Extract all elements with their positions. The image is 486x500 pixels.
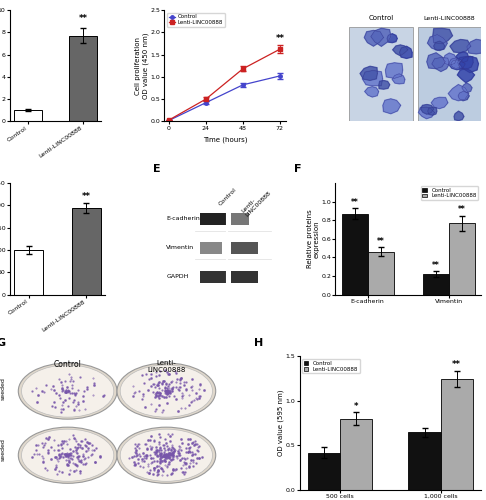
X-axis label: Time (hours): Time (hours) [203,136,247,142]
Bar [408,432,441,490]
Polygon shape [451,60,460,68]
Ellipse shape [18,427,117,484]
Polygon shape [363,70,382,86]
Bar [423,274,449,294]
FancyBboxPatch shape [231,270,258,283]
Polygon shape [458,56,473,70]
Legend: Control, Lenti-LINC00888: Control, Lenti-LINC00888 [167,13,225,27]
Bar [308,452,340,490]
Polygon shape [371,28,391,46]
Polygon shape [364,86,379,97]
Polygon shape [457,68,474,82]
Polygon shape [360,66,377,80]
Polygon shape [458,92,469,100]
Text: 1,000 cells
seeded: 1,000 cells seeded [0,438,5,472]
Polygon shape [444,53,456,65]
Text: B: B [140,0,148,1]
Ellipse shape [21,365,114,417]
Bar [418,26,481,122]
Bar [69,36,97,122]
Text: **: ** [82,192,91,200]
Text: Lenti-
LINC00888: Lenti- LINC00888 [241,186,272,218]
Ellipse shape [18,363,117,419]
Polygon shape [462,83,472,92]
Text: H: H [254,338,263,347]
FancyBboxPatch shape [200,270,226,283]
Text: F: F [295,164,302,174]
Polygon shape [431,98,448,108]
Polygon shape [427,53,445,68]
Polygon shape [450,40,471,52]
Polygon shape [428,34,447,50]
Polygon shape [467,40,484,54]
Polygon shape [392,74,405,84]
Polygon shape [456,52,469,62]
Text: **: ** [458,205,466,214]
Legend: Control, Lenti-LINC00888: Control, Lenti-LINC00888 [302,359,360,374]
Legend: Control, Lenti-LINC00888: Control, Lenti-LINC00888 [421,186,478,200]
Text: C: C [336,0,344,1]
Polygon shape [432,58,449,71]
Text: Lenti-
LINC00888: Lenti- LINC00888 [147,360,186,374]
Text: Control: Control [54,360,82,370]
Text: **: ** [351,198,359,206]
Bar [349,26,413,122]
Bar [340,418,372,490]
FancyBboxPatch shape [200,212,226,225]
Text: **: ** [79,14,87,24]
FancyBboxPatch shape [231,212,249,225]
Polygon shape [433,28,452,44]
Text: G: G [0,338,6,347]
FancyBboxPatch shape [200,242,222,254]
Polygon shape [385,63,403,78]
Text: **: ** [432,260,439,270]
Polygon shape [454,111,464,120]
Text: Control: Control [218,186,238,206]
Polygon shape [379,80,390,89]
Y-axis label: Relative proteins
expression: Relative proteins expression [307,210,320,268]
Polygon shape [459,56,478,72]
Text: Lenti-LINC00888: Lenti-LINC00888 [424,16,475,21]
Polygon shape [364,30,383,46]
Bar [368,252,394,294]
Polygon shape [428,107,437,115]
Ellipse shape [117,363,216,419]
Bar [441,378,473,490]
FancyBboxPatch shape [231,242,258,254]
Polygon shape [387,34,397,42]
Polygon shape [434,41,445,50]
Polygon shape [421,104,434,114]
Polygon shape [399,46,412,58]
Bar [72,208,101,294]
Polygon shape [383,99,400,114]
Text: E: E [153,164,160,174]
Ellipse shape [120,365,212,417]
Polygon shape [448,84,469,100]
Ellipse shape [21,429,114,482]
Text: Vimentin: Vimentin [166,246,194,250]
Bar [342,214,368,294]
Text: **: ** [276,34,284,42]
Text: **: ** [377,236,384,246]
Bar [449,223,474,294]
Text: **: ** [452,360,461,369]
Y-axis label: Cell proliferation
OD value (450 nm): Cell proliferation OD value (450 nm) [135,32,149,99]
Text: GAPDH: GAPDH [166,274,189,279]
Ellipse shape [117,427,216,484]
Polygon shape [418,107,434,118]
Text: *: * [354,402,358,411]
Bar [14,250,43,294]
Text: Control: Control [368,15,394,21]
Text: 500 cells
seeded: 500 cells seeded [0,377,5,405]
Polygon shape [393,45,408,56]
Text: E-cadherin: E-cadherin [166,216,200,222]
Polygon shape [449,58,465,70]
Ellipse shape [120,429,212,482]
Bar [14,110,41,122]
Y-axis label: OD value (595 nm): OD value (595 nm) [278,390,284,456]
